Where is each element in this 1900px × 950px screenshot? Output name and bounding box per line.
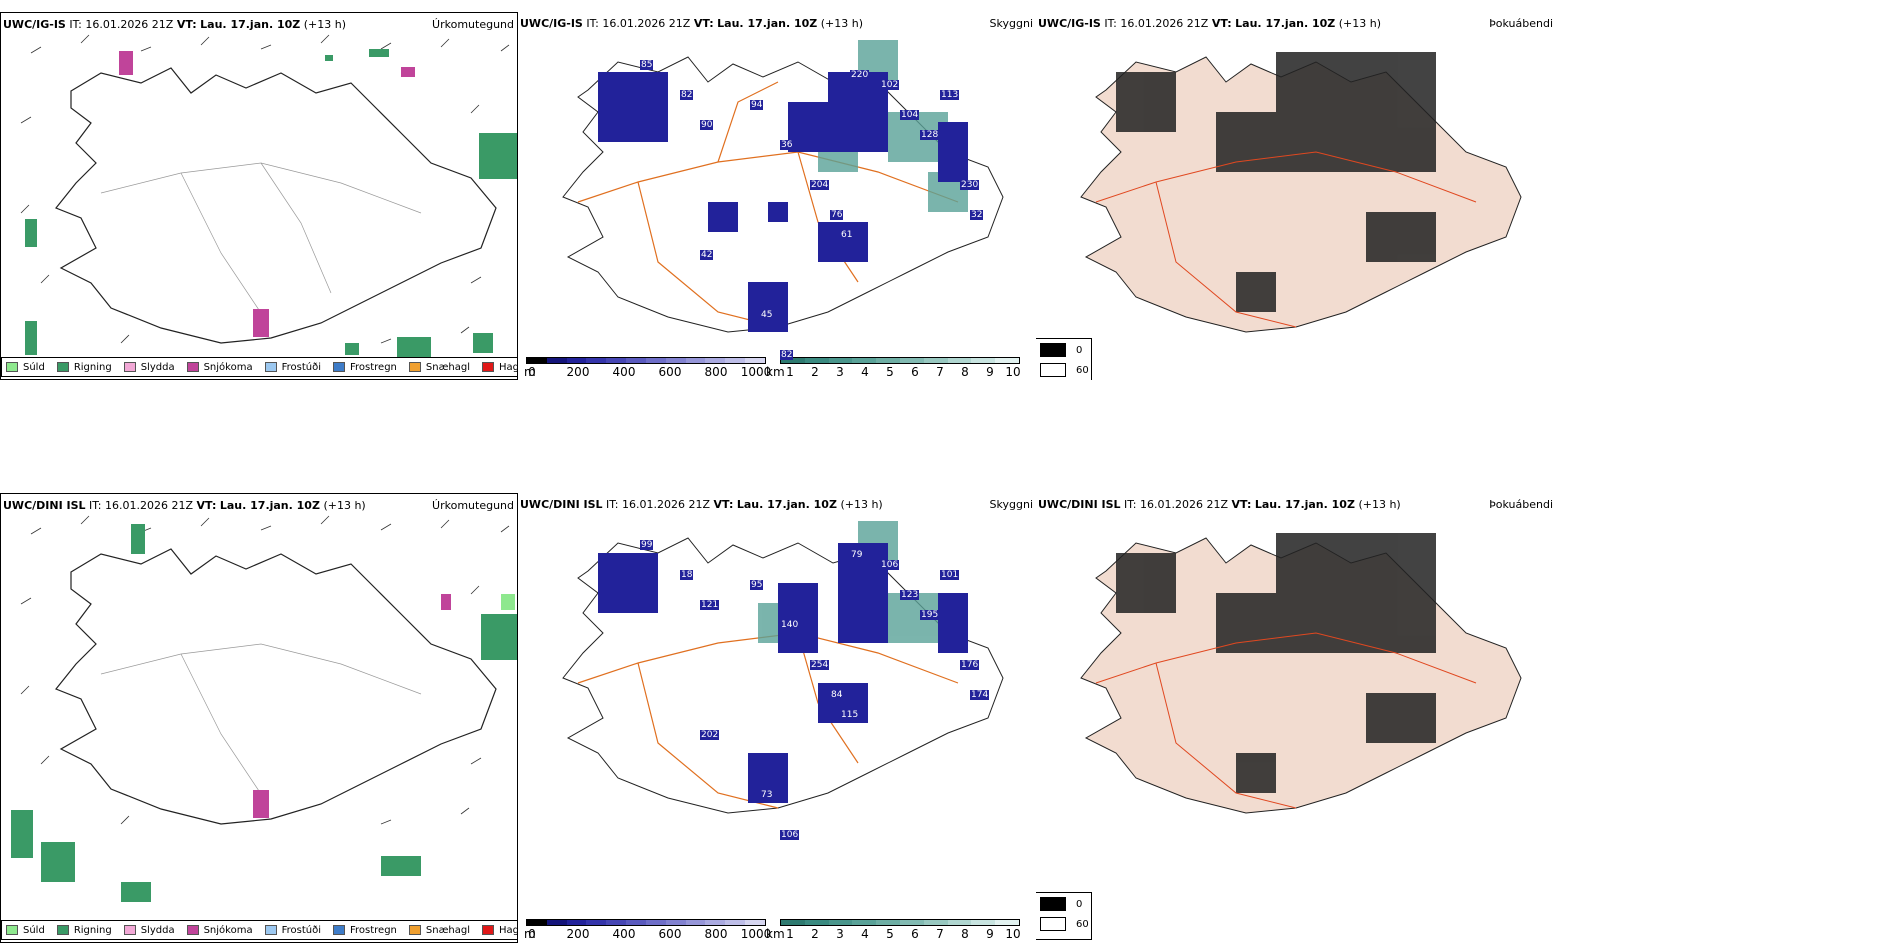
- precip-type-legend: Súld Rigning Slydda Snjókoma Frostúði Fr…: [1, 920, 517, 940]
- panel-title: UWC/DINI ISL IT: 16.01.2026 21Z VT: Lau.…: [3, 499, 366, 512]
- roads: [100, 162, 422, 314]
- cloud-label: 123: [900, 590, 920, 600]
- panel-name: Skyggni: [989, 17, 1033, 30]
- cloud-label: 84: [830, 690, 844, 700]
- cloud-label: 94: [750, 100, 764, 110]
- legend-swatch: [408, 925, 421, 935]
- cloud-base-blobs: [598, 72, 968, 332]
- cloud-label: 195: [920, 610, 940, 620]
- cloud-label: 95: [750, 580, 764, 590]
- cloud-label: 104: [900, 110, 920, 120]
- cloud-labels-top: 85 82 90 94 36 204 76 220 102 104 128 113 230 32 61 42 4…: [640, 60, 984, 360]
- cloud-label: 45: [760, 310, 774, 320]
- legend-swatch: [6, 362, 18, 372]
- roads: [1095, 151, 1477, 328]
- cloud-base-colorbar: 0 200 400 600 800 1000 m: [524, 357, 771, 379]
- panel-name: Úrkomutegund: [432, 499, 514, 512]
- cloud-visibility-panel-top: UWC/IG-IS IT: 16.01.2026 21Z VT: Lau. 17…: [518, 12, 1036, 380]
- precip-map-top: [20, 34, 517, 371]
- legend-swatch: [56, 925, 69, 935]
- roads: [100, 643, 422, 795]
- fog-legend: 0 60: [1036, 338, 1092, 380]
- cloud-label: 99: [640, 540, 654, 550]
- cloud-map-bottom: [562, 521, 1004, 814]
- panel-name: Þokuábendi: [1489, 17, 1553, 30]
- fog-shading: [1116, 533, 1436, 793]
- cloud-label: 106: [880, 560, 900, 570]
- cloud-base-colorbar: 0 200 400 600 800 1000 m: [524, 919, 771, 941]
- cloud-label: 140: [780, 620, 800, 630]
- legend-swatch: [6, 925, 18, 935]
- cloud-map-top: [562, 40, 1004, 333]
- cloud-base-blobs: [598, 543, 968, 803]
- fog-map-top: [1080, 52, 1522, 333]
- precip-type-panel-bottom: UWC/DINI ISL IT: 16.01.2026 21Z VT: Lau.…: [0, 493, 518, 943]
- cloud-label: 90: [700, 120, 714, 130]
- legend-swatch: [123, 362, 136, 372]
- panel-title: UWC/DINI ISL IT: 16.01.2026 21Z VT: Lau.…: [1038, 498, 1401, 511]
- panel-title: UWC/DINI ISL IT: 16.01.2026 21Z VT: Lau.…: [520, 498, 883, 511]
- iceland-outline: [55, 67, 497, 344]
- visibility-colorbar: 1 2 3 4 5 6 7 8 9 10 km: [766, 357, 1021, 379]
- cloud-label: 174: [970, 690, 990, 700]
- cloud-visibility-panel-bottom: UWC/DINI ISL IT: 16.01.2026 21Z VT: Lau.…: [518, 493, 1036, 943]
- cloud-label: 102: [880, 80, 900, 90]
- legend-swatch: [56, 362, 69, 372]
- cloud-label: 128: [920, 130, 940, 140]
- panel-title: UWC/IG-IS IT: 16.01.2026 21Z VT: Lau. 17…: [1038, 17, 1382, 30]
- cloud-label: 82: [780, 350, 794, 360]
- legend-swatch: [333, 362, 345, 372]
- cloud-label: 85: [640, 60, 654, 70]
- fog-map-bottom: [1080, 533, 1522, 814]
- fog-panel-top: UWC/IG-IS IT: 16.01.2026 21Z VT: Lau. 17…: [1036, 12, 1556, 380]
- panel-name: Þokuábendi: [1489, 498, 1553, 511]
- fog-shading: [1116, 52, 1436, 312]
- legend-swatch: [186, 925, 199, 935]
- precip-blobs: [25, 49, 517, 371]
- cloud-label: 115: [840, 710, 860, 720]
- cloud-label: 176: [960, 660, 980, 670]
- legend-swatch: [482, 362, 495, 372]
- precip-type-legend: Súld Rigning Slydda Snjókoma Frostúði Fr…: [1, 357, 517, 377]
- panel-name: Úrkomutegund: [432, 18, 514, 31]
- cloud-label: 204: [810, 180, 830, 190]
- precip-map-bottom: [11, 515, 517, 902]
- cloud-label: 32: [970, 210, 984, 220]
- legend-swatch: [123, 925, 136, 935]
- panel-name: Skyggni: [989, 498, 1033, 511]
- cloud-label: 106: [780, 830, 800, 840]
- roads: [1095, 632, 1477, 809]
- cloud-label: 42: [700, 250, 714, 260]
- iceland-outline: [55, 548, 497, 825]
- fog-legend: 0 60: [1036, 892, 1092, 940]
- visibility-colorbar: 1 2 3 4 5 6 7 8 9 10 km: [766, 919, 1021, 941]
- panel-title: UWC/IG-IS IT: 16.01.2026 21Z VT: Lau. 17…: [3, 18, 347, 31]
- cloud-label: 230: [960, 180, 980, 190]
- cloud-label: 36: [780, 140, 794, 150]
- precip-blobs: [11, 524, 517, 902]
- cloud-label: 113: [940, 90, 960, 100]
- precip-type-panel-top: UWC/IG-IS IT: 16.01.2026 21Z VT: Lau. 17…: [0, 12, 518, 380]
- cloud-label: 18: [680, 570, 694, 580]
- cloud-label: 82: [680, 90, 694, 100]
- cloud-labels-bottom: 99 18 121 95 140 254 84 79 106 123 195 101 176 174 115…: [640, 540, 990, 840]
- panel-title: UWC/IG-IS IT: 16.01.2026 21Z VT: Lau. 17…: [520, 17, 864, 30]
- cloud-label: 76: [830, 210, 844, 220]
- cloud-label: 220: [850, 70, 870, 80]
- fog-panel-bottom: UWC/DINI ISL IT: 16.01.2026 21Z VT: Lau.…: [1036, 493, 1556, 943]
- cloud-label: 254: [810, 660, 830, 670]
- legend-swatch: [264, 362, 277, 372]
- cloud-label: 101: [940, 570, 960, 580]
- legend-swatch: [186, 362, 199, 372]
- cloud-label: 61: [840, 230, 854, 240]
- cloud-label: 79: [850, 550, 864, 560]
- cloud-label: 121: [700, 600, 720, 610]
- legend-swatch: [408, 362, 421, 372]
- legend-swatch: [482, 925, 495, 935]
- cloud-label: 202: [700, 730, 720, 740]
- cloud-label: 73: [760, 790, 774, 800]
- legend-swatch: [264, 925, 277, 935]
- legend-swatch: [333, 925, 345, 935]
